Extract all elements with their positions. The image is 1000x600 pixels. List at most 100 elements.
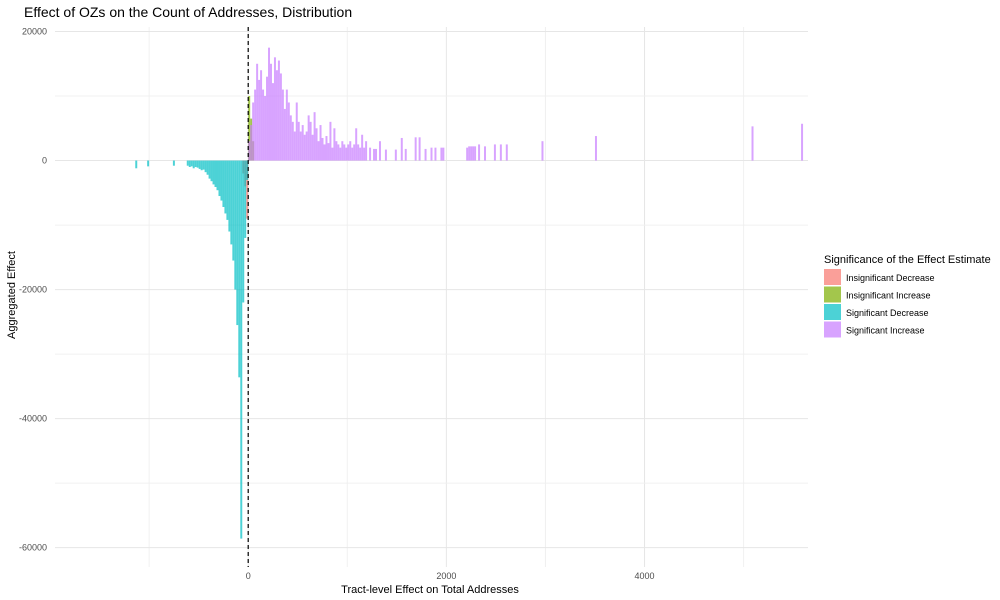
- bar-significant-increase: [751, 126, 754, 161]
- bar-significant-increase: [256, 63, 259, 161]
- bar-significant-increase: [323, 144, 326, 161]
- bar-significant-increase: [339, 147, 342, 161]
- bar-significant-increase: [351, 147, 354, 161]
- bar-significant-increase: [541, 141, 544, 161]
- bar-significant-decrease: [216, 160, 219, 191]
- bar-significant-increase: [275, 70, 278, 161]
- bar-significant-increase: [266, 76, 269, 161]
- bar-significant-increase: [434, 147, 437, 161]
- bar-significant-increase: [307, 115, 310, 161]
- bar-significant-increase: [474, 146, 477, 161]
- bar-significant-decrease: [246, 160, 249, 180]
- legend-title: Significance of the Effect Estimate: [824, 254, 991, 266]
- bar-insignificant-increase: [248, 96, 251, 161]
- bar-significant-increase: [277, 60, 280, 161]
- bar-significant-increase: [341, 141, 344, 161]
- bar-significant-decrease: [210, 160, 213, 182]
- y-tick-label: -40000: [19, 414, 47, 424]
- bar-significant-decrease: [220, 160, 223, 201]
- legend-label: Significant Increase: [846, 326, 925, 336]
- grid: [55, 27, 808, 567]
- bar-significant-increase: [289, 115, 292, 161]
- bar-significant-increase: [301, 125, 304, 161]
- bar-significant-increase: [329, 121, 332, 161]
- bar-significant-increase: [394, 149, 397, 161]
- legend-key: [824, 321, 841, 338]
- bar-significant-increase: [285, 89, 288, 161]
- y-axis-label: Aggregated Effect: [6, 251, 18, 339]
- chart-title: Effect of OZs on the Count of Addresses,…: [24, 4, 352, 20]
- bar-significant-decrease: [240, 160, 243, 539]
- x-axis-label: Tract-level Effect on Total Addresses: [341, 584, 519, 596]
- bar-significant-increase: [260, 70, 263, 161]
- bar-significant-increase: [365, 141, 368, 161]
- bar-significant-increase: [414, 137, 417, 161]
- bar-significant-increase: [305, 131, 308, 161]
- bar-significant-increase: [378, 141, 381, 161]
- bar-significant-decrease: [234, 160, 237, 290]
- bar-significant-increase: [349, 141, 352, 161]
- bar-significant-decrease: [190, 160, 193, 167]
- y-tick-label: -60000: [19, 543, 47, 553]
- bar-significant-increase: [468, 146, 471, 161]
- bar-significant-decrease: [242, 160, 245, 303]
- bar-significant-increase: [319, 125, 322, 161]
- bar-significant-increase: [254, 89, 257, 161]
- bar-significant-increase: [295, 102, 298, 161]
- bar-significant-increase: [470, 146, 473, 161]
- bar-insignificant-decrease: [246, 160, 249, 219]
- y-tick-label: 20000: [22, 27, 47, 37]
- bar-significant-increase: [264, 96, 267, 161]
- bar-significant-increase: [343, 144, 346, 161]
- bar-significant-increase: [384, 149, 387, 161]
- bar-significant-increase: [299, 131, 302, 161]
- bar-significant-increase: [466, 147, 469, 161]
- bar-significant-increase: [345, 147, 348, 161]
- x-tick-label: 2000: [436, 571, 456, 581]
- legend-label: Insignificant Increase: [846, 291, 931, 301]
- bar-significant-increase: [355, 128, 358, 161]
- bar-significant-increase: [252, 102, 255, 161]
- bar-significant-increase: [594, 136, 597, 161]
- bar-significant-increase: [335, 141, 338, 161]
- legend-key: [824, 269, 841, 285]
- legend-label: Significant Decrease: [846, 308, 929, 318]
- bar-significant-increase: [400, 137, 403, 161]
- bar-significant-increase: [442, 147, 445, 161]
- legend: Significance of the Effect Estimate Insi…: [824, 254, 991, 338]
- bar-significant-decrease: [198, 160, 201, 169]
- bar-significant-increase: [313, 112, 316, 161]
- bar-significant-decrease: [192, 160, 195, 169]
- bar-significant-increase: [472, 146, 475, 161]
- bar-significant-decrease: [208, 160, 211, 179]
- bar-significant-increase: [287, 102, 290, 161]
- bar-significant-decrease: [238, 160, 241, 378]
- bar-significant-decrease: [188, 160, 191, 167]
- legend-key: [824, 286, 841, 303]
- bar-significant-increase: [248, 141, 251, 161]
- bar-significant-increase: [357, 144, 360, 161]
- bar-significant-increase: [363, 147, 366, 161]
- bar-significant-increase: [321, 137, 324, 161]
- bar-significant-decrease: [194, 160, 197, 167]
- bar-significant-increase: [311, 134, 314, 161]
- bar-significant-decrease: [172, 160, 175, 166]
- bar-significant-increase: [283, 108, 286, 161]
- bar-significant-increase: [270, 63, 272, 161]
- bar-significant-increase: [250, 125, 253, 161]
- bar-significant-increase: [258, 79, 261, 161]
- bar-significant-decrease: [212, 160, 215, 185]
- bar-significant-decrease: [204, 160, 207, 173]
- bar-significant-increase: [337, 144, 340, 161]
- bar-significant-decrease: [232, 160, 235, 261]
- bar-significant-increase: [331, 147, 334, 161]
- bar-significant-increase: [375, 148, 378, 161]
- bar-significant-decrease: [214, 160, 217, 187]
- bar-significant-increase: [325, 136, 328, 161]
- x-tick-label: 4000: [635, 571, 655, 581]
- bar-significant-decrease: [222, 160, 225, 207]
- bar-significant-increase: [333, 128, 336, 161]
- bar-significant-increase: [297, 121, 300, 161]
- bar-significant-increase: [293, 131, 296, 161]
